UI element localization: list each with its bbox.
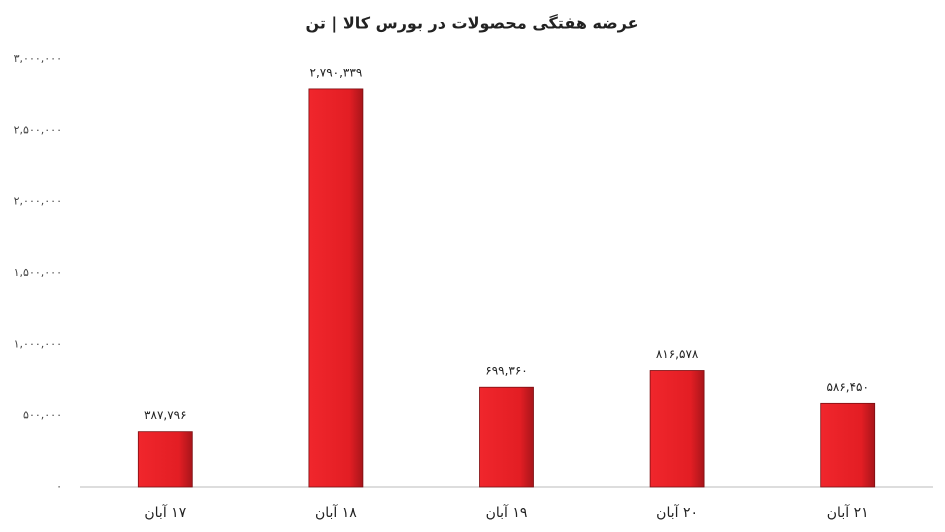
value-label: ۶۹۹,۳۶۰ xyxy=(485,364,528,378)
y-tick-label: ۱,۰۰۰,۰۰۰ xyxy=(14,337,62,350)
chart-title: عرضه هفتگی محصولات در بورس کالا | تن xyxy=(305,14,638,34)
y-tick-label: ۵۰۰,۰۰۰ xyxy=(23,409,62,422)
value-label: ۵۸۶,۴۵۰ xyxy=(826,380,869,394)
x-tick-label: ۲۰ آبان xyxy=(656,504,698,521)
y-tick-label: ۲,۵۰۰,۰۰۰ xyxy=(14,123,62,136)
x-tick-label: ۲۱ آبان xyxy=(827,504,869,521)
bar xyxy=(649,370,705,488)
y-tick-label: ۱,۵۰۰,۰۰۰ xyxy=(14,266,62,279)
value-label: ۸۱۶,۵۷۸ xyxy=(656,347,699,361)
x-tick-label: ۱۹ آبان xyxy=(486,504,528,521)
y-tick-label: ۳,۰۰۰,۰۰۰ xyxy=(14,52,62,65)
x-tick-label: ۱۷ آبان xyxy=(144,504,186,521)
value-label: ۲,۷۹۰,۳۳۹ xyxy=(310,65,363,79)
bar xyxy=(308,88,364,488)
bar xyxy=(479,386,534,488)
y-tick-label: ۰ xyxy=(56,480,62,493)
bar xyxy=(820,402,876,488)
y-tick-label: ۲,۰۰۰,۰۰۰ xyxy=(14,195,62,208)
x-tick-label: ۱۸ آبان xyxy=(315,504,357,521)
value-label: ۳۸۷,۷۹۶ xyxy=(144,408,187,422)
bar xyxy=(137,431,193,488)
